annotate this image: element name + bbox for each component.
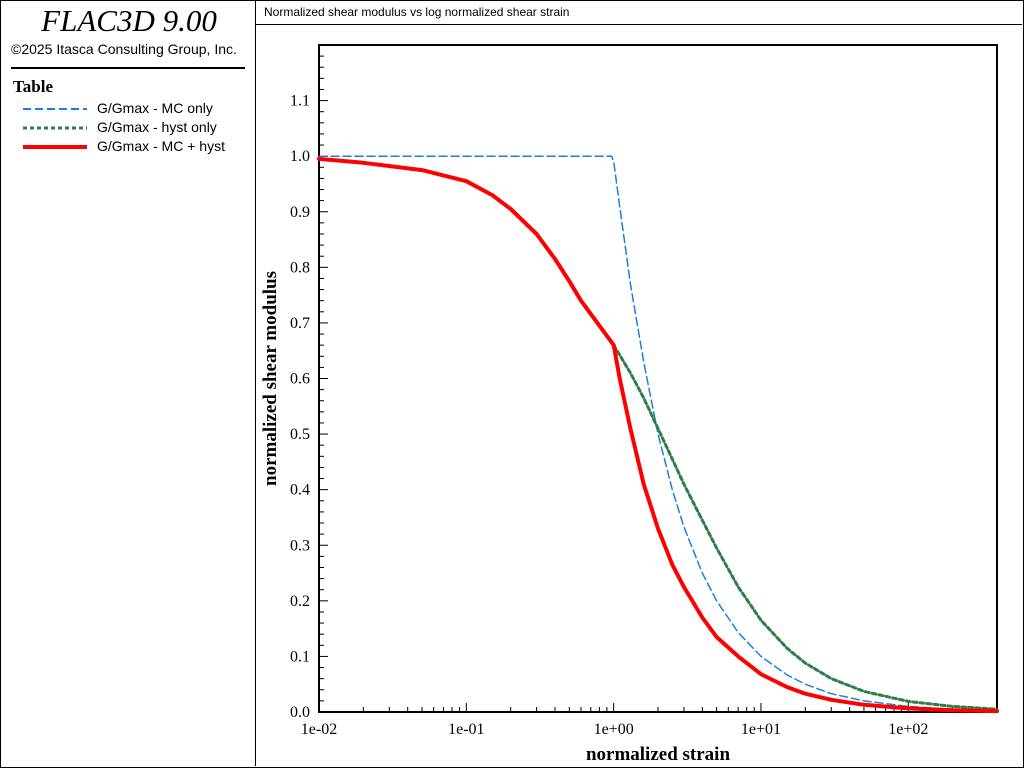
series-line-0 — [318, 155, 998, 712]
x-tick-label: 1e-01 — [448, 721, 484, 738]
y-axis-label: normalized shear modulus — [260, 271, 281, 486]
y-tick-label: 0.8 — [290, 259, 310, 276]
chart-header: Normalized shear modulus vs log normaliz… — [256, 1, 1022, 25]
y-tick-label: 0.7 — [290, 315, 310, 332]
series-line-2 — [317, 156, 999, 714]
copyright-text: ©2025 Itasca Consulting Group, Inc. — [11, 41, 237, 57]
legend-swatch-solid-icon — [23, 145, 87, 149]
legend-label: G/Gmax - MC + hyst — [97, 138, 225, 154]
legend-label: G/Gmax - MC only — [97, 100, 213, 116]
y-tick-label: 0.2 — [290, 593, 310, 610]
y-tick-label: 0.5 — [290, 426, 310, 443]
y-tick-label: 0.3 — [290, 537, 310, 554]
x-tick-label: 1e+02 — [888, 721, 928, 738]
y-tick-label: 1.0 — [290, 148, 310, 165]
legend-swatch-dashed-icon — [23, 108, 87, 110]
y-tick-label: 0.6 — [290, 371, 310, 388]
x-axis-label: normalized strain — [586, 744, 731, 765]
y-tick-label: 0.1 — [290, 648, 310, 665]
x-tick-label: 1e+01 — [741, 721, 781, 738]
y-tick-label: 0.9 — [290, 204, 310, 221]
series-line-1 — [612, 343, 999, 711]
app-title: FLAC3D 9.00 — [41, 3, 217, 38]
y-tick-label: 0.4 — [290, 482, 310, 499]
x-tick-label: 1e-02 — [301, 721, 337, 738]
y-tick-label: 0.0 — [290, 704, 310, 721]
plot-frame — [318, 44, 998, 713]
chart-title: Normalized shear modulus vs log normaliz… — [264, 5, 570, 19]
legend-title: Table — [13, 77, 54, 96]
chart-plot: 1e-02 1e-01 1e+00 1e+01 1e+02 0.0 0.1 0.2 0.3 0.4… — [260, 44, 999, 765]
y-tick-label: 1.1 — [290, 93, 310, 110]
legend-label: G/Gmax - hyst only — [97, 119, 217, 135]
sidebar-divider — [11, 67, 245, 69]
sidebar-panel: FLAC3D 9.00 ©2025 Itasca Consulting Grou… — [1, 1, 256, 766]
legend-swatch-dotted-icon — [23, 126, 87, 130]
x-tick-label: 1e+00 — [594, 721, 634, 738]
